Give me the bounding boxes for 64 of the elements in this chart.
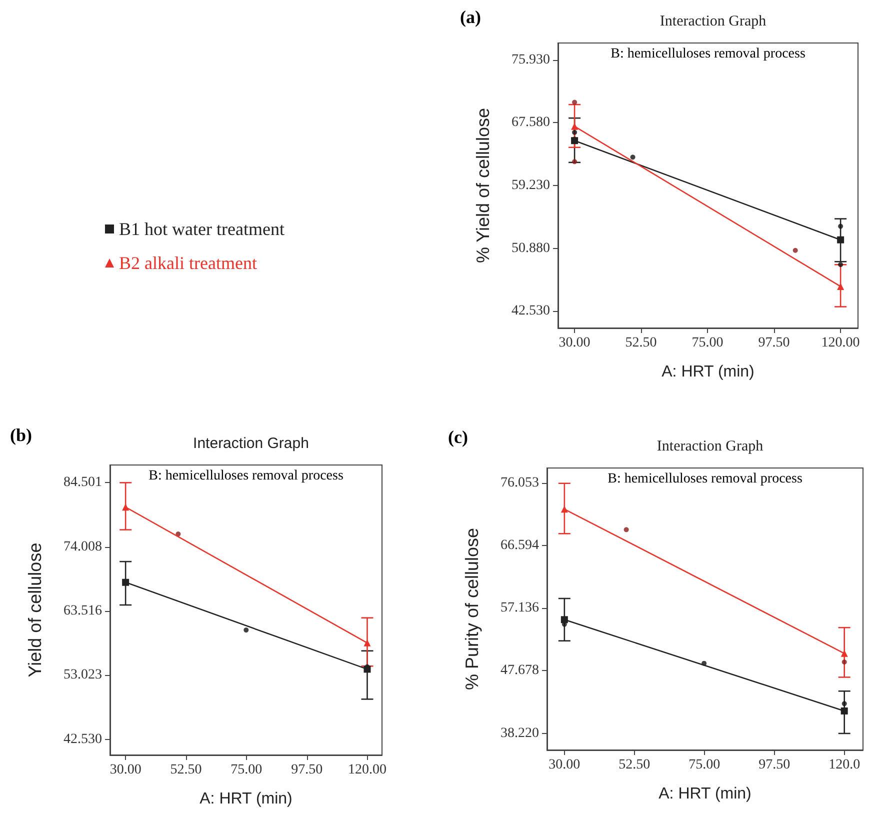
- x-tick-label: 97.50: [291, 762, 323, 778]
- x-tick-label: 120.00: [821, 336, 860, 350]
- point: [572, 159, 578, 164]
- x-axis-title: A: HRT (min): [200, 790, 292, 808]
- x-tick-label: 30.00: [110, 762, 142, 778]
- point: [630, 154, 636, 160]
- y-tick-label: 66.594: [500, 538, 539, 554]
- x-axis-title: A: HRT (min): [662, 364, 754, 380]
- point: [838, 262, 844, 268]
- point: [571, 137, 578, 144]
- x-tick-label: 30.00: [548, 758, 580, 772]
- text: (c): [448, 427, 468, 447]
- point: [838, 224, 844, 229]
- y-axis-title: Yield of cellulose: [25, 542, 45, 678]
- x-tick-label: 52.50: [170, 762, 202, 778]
- x-tick-label: 120.0: [828, 758, 860, 772]
- y-tick-label: 42.530: [512, 304, 550, 319]
- legend-label: B1 hot water treatment: [119, 219, 284, 239]
- y-tick-label: 57.136: [500, 600, 539, 616]
- y-tick-label: 63.516: [64, 604, 102, 619]
- y-tick-label: 47.678: [500, 663, 539, 678]
- point: [572, 130, 578, 135]
- y-tick-label: 42.530: [64, 732, 102, 747]
- chart-title: Interaction Graph: [656, 438, 764, 454]
- chart-title: Interaction Graph: [660, 14, 767, 30]
- x-tick-label: 120.00: [348, 762, 386, 778]
- annotation: B: hemicelluloses removal process: [608, 472, 802, 486]
- y-tick-label: 76.053: [500, 476, 539, 490]
- text: (a): [460, 7, 481, 27]
- x-tick-label: 52.50: [625, 336, 657, 350]
- annotation: B: hemicelluloses removal process: [148, 468, 344, 484]
- x-tick-label: 97.50: [758, 336, 790, 350]
- point: [792, 248, 798, 253]
- point: [122, 578, 130, 586]
- y-tick-label: 59.230: [512, 178, 550, 193]
- chart-title: Interaction Graph: [193, 435, 309, 452]
- y-tick-label: 38.220: [500, 726, 539, 741]
- y-tick-label: 67.580: [512, 115, 550, 130]
- y-tick-label: 84.501: [64, 475, 102, 490]
- y-tick-label: 75.930: [512, 52, 550, 68]
- point: [560, 616, 568, 624]
- y-axis-title: % Yield of cellulose: [473, 108, 493, 264]
- text: (b): [10, 425, 32, 445]
- x-tick-label: 30.00: [558, 336, 590, 350]
- y-tick-label: 50.880: [512, 240, 550, 256]
- x-axis-title: A: HRT (min): [658, 786, 752, 802]
- point: [572, 100, 578, 105]
- x-tick-label: 75.00: [688, 758, 720, 772]
- point: [842, 701, 847, 706]
- legend-label: B2 alkali treatment: [119, 253, 257, 273]
- x-tick-label: 75.00: [230, 762, 262, 778]
- point: [244, 628, 249, 633]
- y-tick-label: 53.023: [64, 668, 102, 683]
- x-tick-label: 97.50: [758, 758, 790, 772]
- x-tick-label: 75.00: [692, 336, 724, 350]
- point: [840, 707, 848, 714]
- point: [624, 527, 629, 532]
- point: [842, 660, 847, 664]
- point: [364, 666, 371, 673]
- point: [837, 236, 844, 244]
- y-axis-title: % Purity of cellulose: [462, 528, 482, 690]
- y-tick-label: 74.008: [64, 539, 102, 554]
- x-tick-label: 52.50: [618, 758, 650, 772]
- annotation: B: hemicelluloses removal process: [610, 46, 806, 62]
